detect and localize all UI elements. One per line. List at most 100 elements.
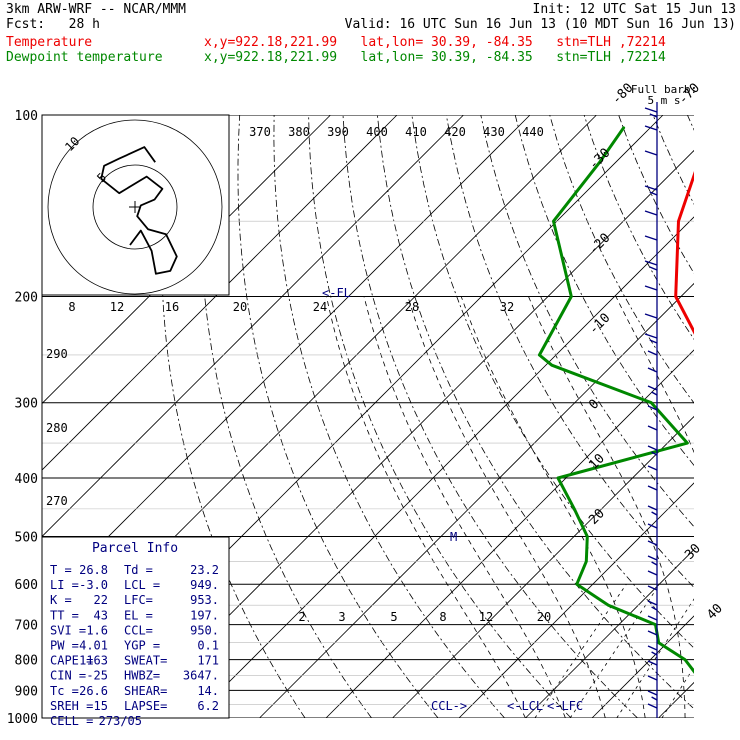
parcel-info-value: 273/05 xyxy=(99,714,142,728)
isotherm xyxy=(192,216,694,718)
dry-adiabat xyxy=(273,115,505,718)
wind-barb xyxy=(647,630,658,636)
forecast-hour: Fcst: 28 h xyxy=(6,17,100,32)
hodograph-trace xyxy=(100,146,178,275)
dewpoint-trace xyxy=(537,126,694,674)
pressure-tick-label: 400 xyxy=(15,472,38,487)
hodograph-speed-label: 24 xyxy=(313,300,327,314)
moist-adiabat xyxy=(729,297,740,719)
parcel-info-value: 26.6 xyxy=(79,684,108,698)
isotherm-label: 0 xyxy=(586,397,602,413)
mixing-ratio-line xyxy=(569,584,660,718)
pressure-tick-label: 600 xyxy=(15,578,38,593)
parcel-info-value: 4.01 xyxy=(79,639,108,653)
wind-barb xyxy=(651,696,658,701)
wind-barb xyxy=(651,561,658,566)
pressure-tick-label: 100 xyxy=(15,109,38,124)
hodograph-ring-5 xyxy=(92,164,178,250)
isotherm xyxy=(42,115,398,471)
parcel-info-key: LFC= xyxy=(124,593,153,607)
parcel-info-key: TT = xyxy=(50,608,79,622)
valid-time: Valid: 16 UTC Sun 16 Jun 13 (10 MDT Sun … xyxy=(344,17,736,32)
parcel-info-value: 1163 xyxy=(79,654,108,668)
parcel-info-key: LI = xyxy=(50,578,79,592)
isotherm-label: 30 xyxy=(682,541,704,563)
mixing-ratio-label: 12 xyxy=(479,610,493,624)
theta-e-label: 440 xyxy=(522,125,544,139)
dry-adiabat-label: 270 xyxy=(46,494,68,508)
wind-barb xyxy=(644,185,658,191)
parcel-info-value: 171 xyxy=(197,654,219,668)
moist-adiabat xyxy=(528,296,686,718)
parcel-info-value: 14. xyxy=(197,684,219,698)
parcel-info-box xyxy=(41,536,230,719)
isotherm xyxy=(591,615,694,718)
temperature-label: Temperature xyxy=(6,35,93,50)
wind-barb xyxy=(647,485,658,491)
wind-barb xyxy=(649,113,658,118)
pressure-tick-label: 200 xyxy=(15,291,38,306)
parcel-info-key: T = xyxy=(50,563,72,577)
hodograph-speed-label: 12 xyxy=(110,300,124,314)
wind-barb xyxy=(647,555,658,561)
hodograph-speed-label: 8 xyxy=(68,300,75,314)
isotherm xyxy=(392,415,694,718)
isotherm xyxy=(42,115,464,538)
moist-adiabat xyxy=(363,296,566,718)
parcel-info-key: CIN = xyxy=(50,669,86,683)
parcel-info-value: 15 xyxy=(94,699,108,713)
wind-barb xyxy=(644,333,658,339)
isotherm xyxy=(42,115,331,405)
wind-barb xyxy=(647,615,658,621)
parcel-info-key: CCL= xyxy=(124,623,153,637)
wind-barb xyxy=(647,600,658,606)
pressure-tick-label: 1000 xyxy=(7,712,38,727)
wind-barb xyxy=(647,703,658,709)
isotherm xyxy=(259,282,694,718)
moist-adiabat xyxy=(615,296,694,454)
parcel-info-value: 0.1 xyxy=(197,639,219,653)
mixing-ratio-label: 8 xyxy=(439,610,446,624)
parcel-info-key: SHEAR= xyxy=(124,684,167,698)
wind-barb xyxy=(647,445,658,451)
hodograph-speed-label: 32 xyxy=(500,300,514,314)
theta-e-label: 390 xyxy=(327,125,349,139)
wind-barb xyxy=(649,266,658,271)
parcel-info-key: HWBZ= xyxy=(124,669,160,683)
wind-barb xyxy=(647,660,658,666)
isotherm xyxy=(725,115,740,718)
wind-barb xyxy=(647,540,658,546)
pressure-tick-label: 300 xyxy=(15,397,38,412)
parcel-info-key: CAPE = xyxy=(50,654,93,668)
wind-barb xyxy=(647,645,658,651)
parcel-info-value: -25 xyxy=(86,669,108,683)
parcel-info-key: SWEAT= xyxy=(124,654,167,668)
wind-barb xyxy=(651,511,658,516)
parcel-info-value: 6.2 xyxy=(197,699,219,713)
mixing-ratio-line xyxy=(616,598,694,718)
parcel-info-value: 950. xyxy=(190,623,219,637)
parcel-info-value: 23.2 xyxy=(190,563,219,577)
parcel-info-key: K = xyxy=(50,593,72,607)
moist-adiabat xyxy=(407,296,606,718)
parcel-info-value: 1.6 xyxy=(86,623,108,637)
mixing-ratio-line xyxy=(703,584,740,718)
temperature-meta: x,y=922.18,221.99 lat,lon= 30.39, -84.35… xyxy=(204,35,666,50)
lfc-marker: <-LFC xyxy=(547,699,583,713)
parcel-info-key: SREH = xyxy=(50,699,93,713)
parcel-info-key: CELL = xyxy=(50,714,93,728)
wind-barb xyxy=(649,339,658,344)
parcel-info-key: LAPSE= xyxy=(124,699,167,713)
wind-barb xyxy=(644,260,658,266)
moist-adiabat xyxy=(326,296,526,718)
model-title: 3km ARW-WRF -- NCAR/MMM xyxy=(6,2,187,17)
pressure-tick-label: 800 xyxy=(15,654,38,669)
wind-barb xyxy=(651,391,658,396)
dry-adiabat xyxy=(342,115,638,718)
wind-barb xyxy=(649,191,658,196)
wind-barb xyxy=(647,367,658,373)
theta-e-label: 380 xyxy=(288,125,310,139)
wind-barb xyxy=(644,150,658,156)
theta-e-label: 370 xyxy=(249,125,271,139)
